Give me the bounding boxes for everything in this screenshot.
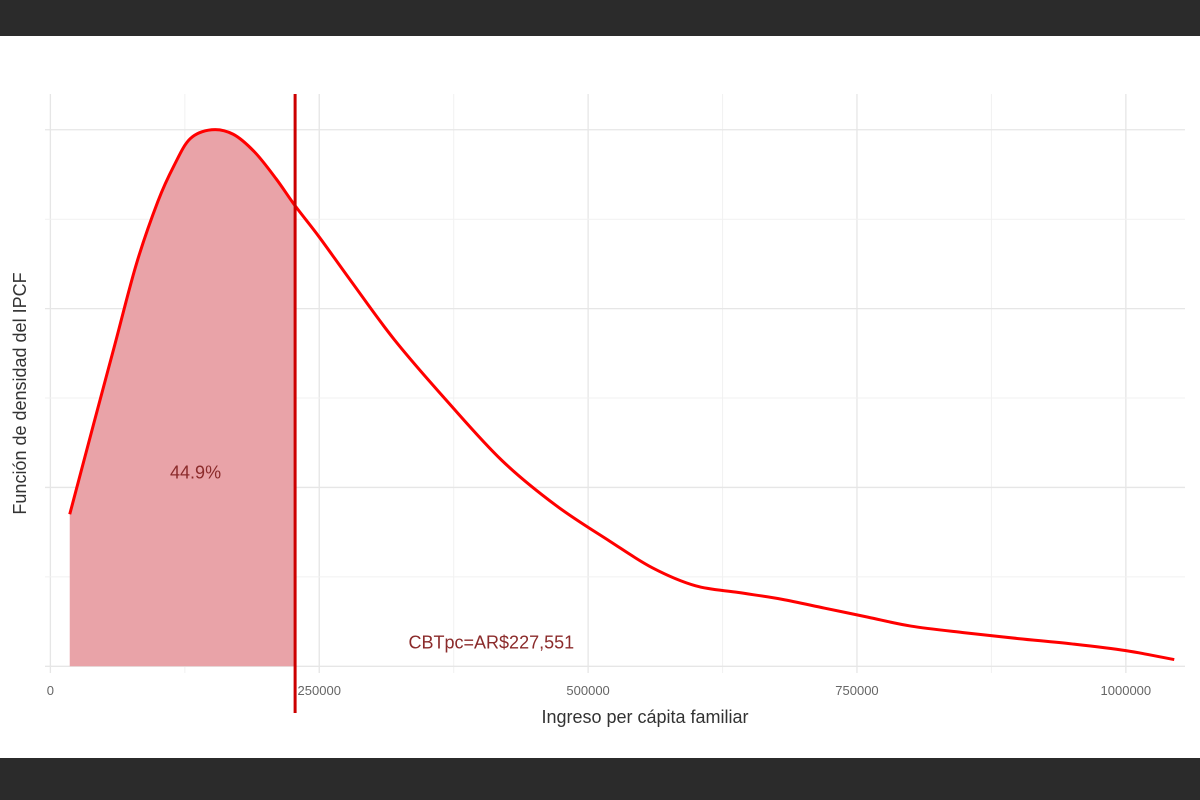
x-tick-label: 250000 [298,683,341,698]
x-tick-label: 500000 [566,683,609,698]
top-letterbox-band [0,0,1200,36]
y-axis-title: Función de densidad del IPCF [10,272,30,514]
density-chart: 0 250000 500000 750000 1000000 44.9% CBTpc=A… [10,94,1185,727]
shaded-area-below-threshold [69,129,296,667]
bottom-letterbox-band [0,758,1200,800]
x-tick-label: 750000 [835,683,878,698]
threshold-label: CBTpc=AR$227,551 [409,632,575,652]
shaded-percentage-label: 44.9% [170,463,221,483]
x-tick-label: 0 [47,683,54,698]
x-tick-labels: 0 250000 500000 750000 1000000 [47,683,1151,698]
density-curve [68,128,1175,662]
x-axis-title: Ingreso per cápita familiar [541,707,748,727]
x-tick-label: 1000000 [1101,683,1152,698]
